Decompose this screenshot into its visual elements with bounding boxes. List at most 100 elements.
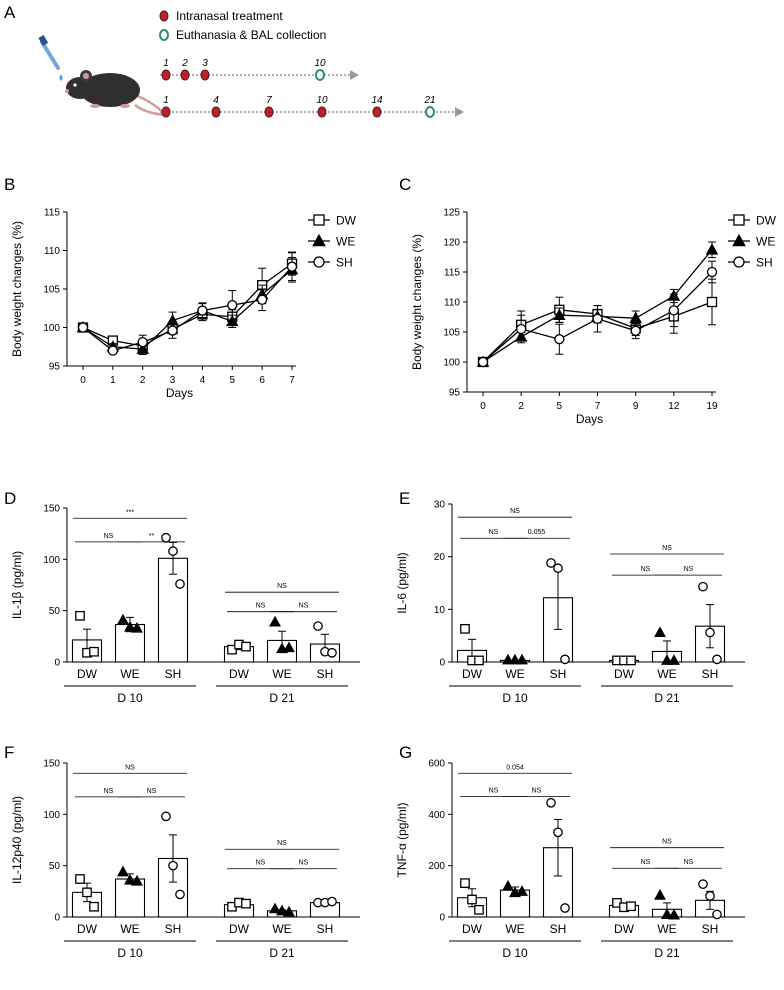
- timeline-day-label: 7: [266, 95, 272, 106]
- significance-label: NS: [125, 764, 135, 771]
- panel-letter-e: E: [399, 489, 410, 508]
- data-point: [477, 356, 489, 368]
- x-axis-label: Days: [166, 386, 193, 400]
- y-tick-label: 0: [439, 913, 445, 924]
- data-point: [175, 889, 185, 900]
- data-point: [705, 243, 719, 255]
- legend-label: SH: [336, 256, 353, 270]
- data-point: [546, 558, 556, 568]
- mouse-foot-icon: [120, 104, 130, 108]
- y-tick-label: 110: [444, 298, 460, 309]
- legend-label: WE: [336, 235, 355, 249]
- panel-letter-b: B: [4, 175, 15, 194]
- treatment-dot: [161, 106, 171, 118]
- x-tick-label: SH: [317, 922, 334, 936]
- data-point: [553, 827, 563, 838]
- bar-group-sh: SH: [694, 581, 726, 681]
- significance-label: NS: [147, 788, 157, 795]
- data-point: [327, 647, 337, 658]
- data-point: [706, 266, 718, 278]
- y-tick-label: 0: [439, 658, 445, 669]
- data-point: [124, 873, 136, 885]
- x-tick-label: 5: [230, 375, 236, 386]
- data-point: [626, 901, 636, 912]
- bar-group-we: WE: [499, 880, 531, 936]
- treatment-dot: [264, 106, 274, 118]
- x-tick-label: 6: [259, 375, 265, 386]
- legend-square-icon: [733, 214, 745, 226]
- data-point: [175, 579, 185, 589]
- data-point: [668, 908, 680, 920]
- x-tick-label: SH: [702, 667, 719, 681]
- significance-label: NS: [256, 603, 266, 610]
- bar-group-sh: SH: [542, 558, 574, 681]
- bar-group-sh: SH: [694, 879, 726, 936]
- y-tick-label: 95: [49, 362, 61, 373]
- y-tick-label: 150: [43, 504, 60, 515]
- y-tick-label: 150: [43, 759, 60, 770]
- data-point: [502, 653, 514, 665]
- significance-label: NS: [662, 839, 672, 846]
- y-tick-label: 125: [443, 208, 460, 219]
- timeline-day-label: 1: [163, 95, 169, 106]
- bar-group-we: WE: [651, 626, 683, 681]
- data-point: [661, 908, 673, 919]
- panel-letter-g: G: [399, 743, 412, 762]
- bar-group-we: WE: [266, 615, 298, 681]
- x-tick-label: 4: [200, 375, 206, 386]
- data-point: [117, 613, 129, 625]
- treatment-legend-icon: [159, 10, 169, 22]
- y-axis-label: IL-12p40 (pg/ml): [10, 796, 24, 884]
- timeline-day-label: 10: [316, 95, 328, 106]
- data-point: [554, 334, 565, 345]
- y-tick-label: 100: [43, 810, 60, 821]
- y-axis-label: IL-6 (pg/ml): [395, 552, 409, 613]
- timeline: Intranasal treatment Euthanasia & BAL col…: [159, 9, 464, 118]
- group-label: D 21: [269, 691, 295, 705]
- timeline-arrow-icon: [350, 70, 359, 80]
- mouse-nose-icon: [65, 89, 69, 93]
- data-point: [286, 261, 298, 272]
- mouse-foot-icon: [90, 104, 100, 108]
- x-tick-label: 5: [557, 401, 563, 412]
- data-point: [553, 308, 566, 320]
- series-sh: [77, 252, 298, 356]
- data-point: [327, 896, 337, 907]
- data-point: [705, 627, 715, 638]
- x-tick-label: DW: [229, 922, 250, 936]
- data-point: [227, 300, 238, 311]
- y-tick-label: 0: [54, 913, 60, 924]
- data-point: [460, 623, 470, 634]
- y-tick-label: 110: [44, 246, 60, 257]
- bar-group-dw: DW: [223, 897, 255, 936]
- treatment-dot: [200, 69, 210, 81]
- group-label: D 21: [654, 946, 680, 960]
- significance-label: NS: [256, 860, 266, 867]
- x-tick-label: DW: [462, 667, 483, 681]
- data-point: [553, 563, 563, 574]
- significance-label: 0.055: [528, 529, 546, 536]
- significance-label: 0.054: [506, 764, 524, 771]
- data-point: [226, 314, 239, 327]
- data-point: [161, 532, 171, 543]
- data-point: [167, 325, 178, 336]
- data-point: [661, 654, 673, 665]
- treatment-dot: [180, 69, 190, 81]
- significance-label: NS: [641, 566, 651, 573]
- y-tick-label: 100: [43, 323, 60, 334]
- data-point: [241, 898, 251, 909]
- panel-letter-f: F: [4, 743, 14, 762]
- data-point: [131, 874, 143, 886]
- data-point: [560, 903, 570, 913]
- data-point: [82, 887, 92, 898]
- x-tick-label: WE: [120, 667, 139, 681]
- significance-label: NS: [104, 788, 114, 795]
- bar-group-sh: SH: [157, 811, 189, 936]
- bar-group-dw: DW: [608, 898, 640, 936]
- data-point: [502, 880, 514, 891]
- treatment-dot: [372, 106, 382, 118]
- data-point: [77, 322, 89, 333]
- significance-label: NS: [684, 566, 694, 573]
- data-point: [560, 654, 570, 665]
